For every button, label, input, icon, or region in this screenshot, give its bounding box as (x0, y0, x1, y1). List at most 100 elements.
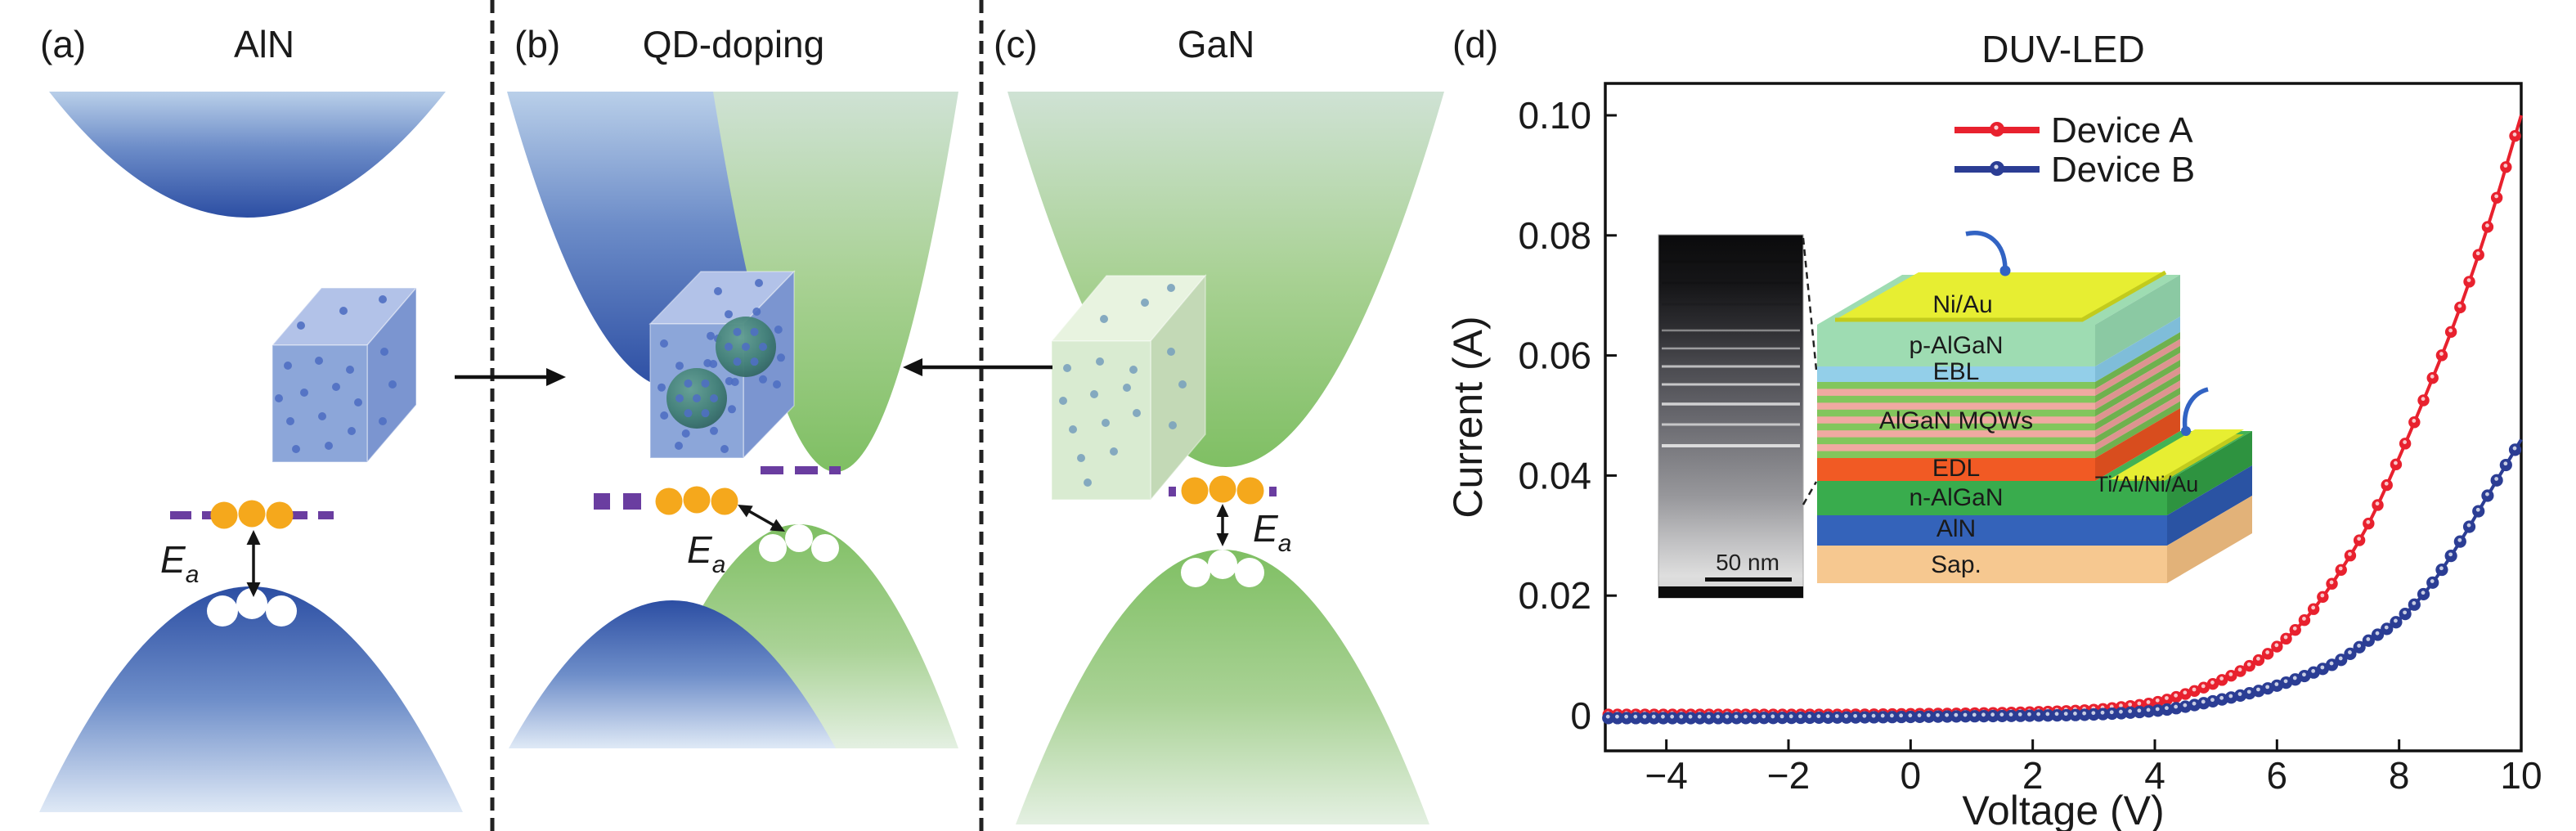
tem-inset: 50 nm (1658, 234, 1818, 599)
side-EBL (2095, 317, 2180, 382)
legend-device-b: Device B (2051, 150, 2195, 190)
y-tick-label: 0.10 (1518, 94, 1591, 137)
marker-highlight (2128, 702, 2133, 707)
marker-highlight (1788, 714, 1793, 719)
tem-connector-bottom (1802, 481, 1818, 505)
marker-highlight (2165, 706, 2169, 711)
marker-highlight (1990, 712, 1995, 717)
dopant-dot (1063, 364, 1071, 372)
front-p-AlGaN (1817, 325, 2095, 366)
tem-bottom-band (1658, 586, 1803, 598)
marker-highlight (2265, 685, 2270, 690)
tem-scale-label: 50 nm (1716, 550, 1779, 575)
marker-highlight (2311, 668, 2316, 673)
marker-highlight (1890, 713, 1894, 718)
side-mqw-stripe (2095, 373, 2180, 431)
tem-image (1658, 234, 1804, 599)
marker-highlight (2292, 676, 2297, 681)
marker-highlight (2494, 477, 2499, 481)
legend-device-a: Device A (2051, 110, 2193, 150)
layer-label-edl: EDL (1932, 455, 1980, 482)
ea-arrow-b-shaft (745, 508, 778, 528)
dopant-dot (1069, 425, 1077, 433)
marker-highlight (2100, 710, 2105, 715)
dopant-dot (284, 362, 292, 370)
dopant-dot (325, 442, 333, 450)
legend-marker-highlight (1994, 164, 1999, 169)
marker-highlight (2302, 672, 2306, 677)
marker-highlight (1725, 714, 1730, 719)
dopant-dot (1110, 447, 1118, 456)
x-axis-title: Voltage (V) (1962, 788, 2164, 831)
marker-highlight (1926, 713, 1931, 717)
marker-highlight (2412, 601, 2417, 605)
panel-a-title: AlN (234, 23, 294, 65)
marker-highlight (2403, 440, 2408, 444)
marker-highlight (1917, 713, 1922, 717)
marker-highlight (2036, 712, 2041, 716)
y-tick-label: 0.06 (1518, 335, 1591, 377)
dopant-dot (1167, 284, 1175, 292)
stack-labels: Ni/Au p-AlGaN EBL AlGaN MQWs EDL n-AlGaN… (1879, 291, 2198, 578)
marker-highlight (1972, 712, 1977, 717)
qd-shell-dot (709, 359, 718, 368)
y-axis-title: Current (A) (1445, 316, 1491, 518)
marker-highlight (2283, 679, 2288, 684)
marker-highlight (2063, 712, 2068, 716)
x-tick-label: 6 (2267, 754, 2288, 797)
marker-highlight (1908, 713, 1913, 718)
marker-highlight (2403, 610, 2408, 615)
valence-band-gan (1016, 550, 1429, 824)
marker-highlight (2054, 712, 2059, 716)
layer-label-ebl: EBL (1933, 358, 1980, 385)
marker-highlight (2155, 707, 2160, 712)
marker-highlight (1834, 714, 1839, 718)
marker-highlight (2137, 701, 2142, 706)
acceptor-hole-dot (238, 500, 266, 528)
marker-highlight (2155, 698, 2160, 703)
front-mqw-stripe (1817, 451, 2095, 459)
qd-inner-dot (759, 343, 767, 351)
marker-highlight (2475, 251, 2480, 256)
y-tick-label: 0.08 (1518, 214, 1591, 257)
arrow-gan-to-qd (903, 358, 1052, 376)
front-Sap. (1817, 546, 2167, 583)
qd-shell-dot (675, 362, 684, 371)
marker-highlight (2421, 591, 2426, 595)
marker-highlight (2384, 481, 2389, 486)
qd-shell-dot (660, 411, 669, 420)
marker-highlight (2503, 164, 2508, 168)
hole (759, 534, 787, 562)
side-n-AlGaN (2167, 431, 2252, 515)
marker-highlight (2146, 707, 2151, 712)
side-mqw-stripe (2095, 332, 2180, 389)
layer-label-niau: Ni/Au (1932, 291, 1992, 318)
qd-inner-dot (733, 327, 742, 336)
marker-highlight (2017, 712, 2022, 716)
marker-highlight (2174, 704, 2179, 709)
marker-highlight (2302, 617, 2306, 621)
marker-highlight (1761, 714, 1766, 719)
marker-highlight (1825, 714, 1830, 718)
qd-inner-dot (684, 379, 693, 388)
dopant-dot (1141, 299, 1149, 307)
marker-highlight (1963, 712, 1968, 717)
side-mqw-stripe (2095, 366, 2180, 424)
front-EBL (1817, 366, 2095, 382)
marker-highlight (2228, 672, 2233, 676)
dopant-dot (1096, 357, 1104, 366)
hole (811, 534, 839, 562)
marker-highlight (2128, 709, 2133, 713)
marker-highlight (2439, 566, 2444, 571)
acceptor-hole-dot (683, 486, 711, 514)
marker-highlight (1899, 713, 1904, 718)
marker-highlight (2384, 625, 2389, 630)
marker-highlight (2394, 618, 2398, 623)
dopant-dot (379, 417, 387, 425)
arrow-c-to-b-head (903, 358, 922, 376)
marker-highlight (1605, 714, 1610, 719)
panel-c: (c) GaN Ea (903, 23, 1444, 824)
qd-inner-dot (675, 394, 684, 402)
legend-markers (1954, 122, 2040, 176)
marker-highlight (1734, 714, 1739, 719)
